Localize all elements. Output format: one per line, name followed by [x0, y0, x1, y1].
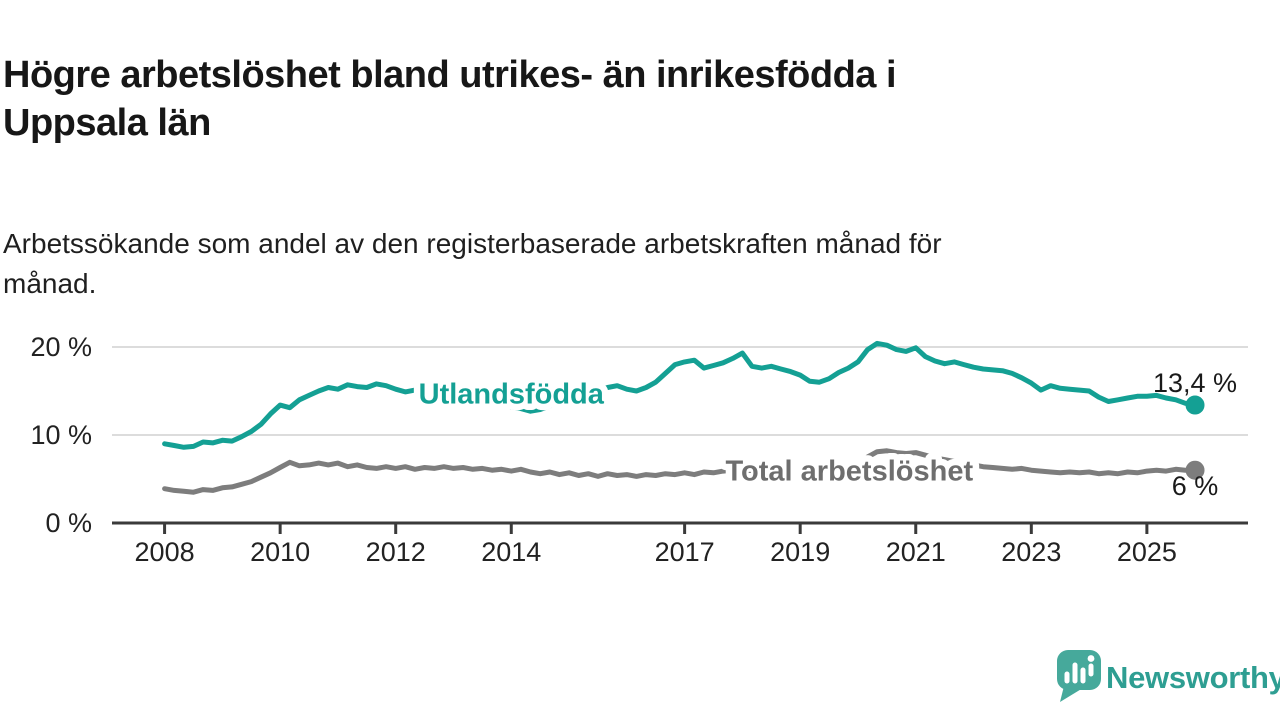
y-tick-label: 10 %: [30, 420, 92, 450]
series-end-value-1: 6 %: [1172, 471, 1219, 501]
y-tick-label: 20 %: [30, 332, 92, 362]
x-tick-label: 2025: [1117, 537, 1177, 567]
x-tick-label: 2012: [366, 537, 426, 567]
series-line-0: [162, 340, 1198, 450]
title-line-1: Högre arbetslöshet bland utrikes- än inr…: [3, 54, 897, 97]
title-line-2: Uppsala län: [3, 102, 211, 145]
exclamation-dot-icon: [1087, 655, 1095, 662]
series-inline-label-1: Total arbetslöshet: [725, 455, 973, 487]
x-tick-label: 2021: [886, 537, 946, 567]
series-end-value-0: 13,4 %: [1153, 368, 1237, 398]
page-title: Högre arbetslöshet bland utrikes- än inr…: [3, 51, 897, 147]
series-end-dot-1: [1185, 460, 1205, 480]
series-inline-label-0: Utlandsfödda: [419, 378, 605, 410]
x-tick-label: 2019: [770, 537, 830, 567]
x-tick-label: 2017: [655, 537, 715, 567]
line-chart: 0 % 10 % 20 % 2008 2010 2012 2014 2017 2019 2021 2…: [0, 310, 1280, 590]
chart-subtitle: Arbetssökande som andel av den registerb…: [3, 224, 942, 304]
x-tick-label: 2010: [250, 537, 310, 567]
x-tick-label: 2023: [1001, 537, 1061, 567]
subtitle-line-1: Arbetssökande som andel av den registerb…: [3, 228, 942, 259]
newsworthy-logo: [1057, 650, 1101, 702]
series-end-dot-0: [1185, 395, 1205, 415]
x-tick-label: 2014: [481, 537, 541, 567]
brand-name: Newsworthy: [1106, 660, 1280, 695]
bar-chart-icon: [1064, 662, 1094, 684]
x-tick-label: 2008: [135, 537, 195, 567]
speech-bubble-icon: [1057, 650, 1101, 702]
chart-canvas: 0 % 10 % 20 % 2008 2010 2012 2014 2017 2019 2021 2…: [30, 332, 1248, 567]
subtitle-line-2: månad.: [3, 268, 97, 299]
y-tick-label: 0 %: [45, 508, 92, 538]
series-line-1: [162, 448, 1198, 495]
